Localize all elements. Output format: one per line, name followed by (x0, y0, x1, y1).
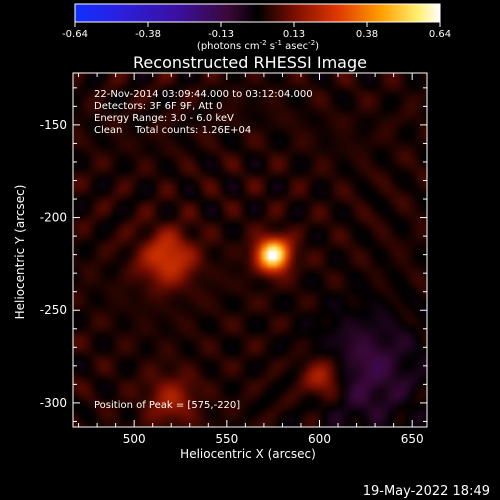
y-axis-label: Heliocentric Y (arcsec) (13, 185, 27, 320)
x-tick-label: 650 (401, 432, 424, 446)
y-axis-ticks: -150 -200 -250 -300 (40, 87, 427, 422)
colorbar: -0.64 -0.38 -0.13 0.13 0.38 0.64 (photons cm-… (62, 3, 451, 52)
y-tick-label: -300 (40, 396, 67, 410)
x-tick-label: 550 (215, 432, 238, 446)
chart-title: Reconstructed RHESSI Image (133, 53, 367, 72)
annotation-block: 22-Nov-2014 03:09:44.000 to 03:12:04.000… (94, 89, 313, 136)
annotation-time: 22-Nov-2014 03:09:44.000 to 03:12:04.000 (94, 89, 313, 100)
colorbar-tick-label: -0.13 (208, 29, 234, 40)
y-tick-label: -150 (40, 118, 67, 132)
colorbar-gradient (74, 3, 441, 23)
x-axis-ticks: 500 550 600 650 (78, 73, 424, 446)
heatmap-image (73, 73, 427, 427)
colorbar-tick-label: 0.64 (429, 29, 451, 40)
y-tick-label: -200 (40, 211, 67, 225)
colorbar-tick-label: 0.38 (356, 29, 378, 40)
annotation-clean: Clean Total counts: 1.26E+04 (94, 125, 251, 136)
x-tick-label: 600 (308, 432, 331, 446)
footer-date: 19-May-2022 18:49 (363, 484, 490, 499)
plot-frame (72, 72, 428, 428)
x-axis-label: Heliocentric X (arcsec) (180, 447, 316, 461)
x-tick-label: 500 (123, 432, 146, 446)
y-tick-label: -250 (40, 303, 67, 317)
annotation-detectors: Detectors: 3F 6F 9F, Att 0 (94, 101, 222, 112)
colorbar-tick-label: -0.64 (62, 29, 88, 40)
annotation-energy: Energy Range: 3.0 - 6.0 keV (94, 113, 234, 124)
colorbar-tick-label: 0.13 (283, 29, 305, 40)
heatmap-container (73, 73, 427, 427)
colorbar-ticks: -0.64 -0.38 -0.13 0.13 0.38 0.64 (62, 22, 451, 40)
annotation-peak: Position of Peak = [575,-220] (94, 400, 240, 411)
colorbar-unit-label: (photons cm-2 s-1 asec-2) (197, 39, 319, 52)
colorbar-tick-label: -0.38 (135, 29, 161, 40)
